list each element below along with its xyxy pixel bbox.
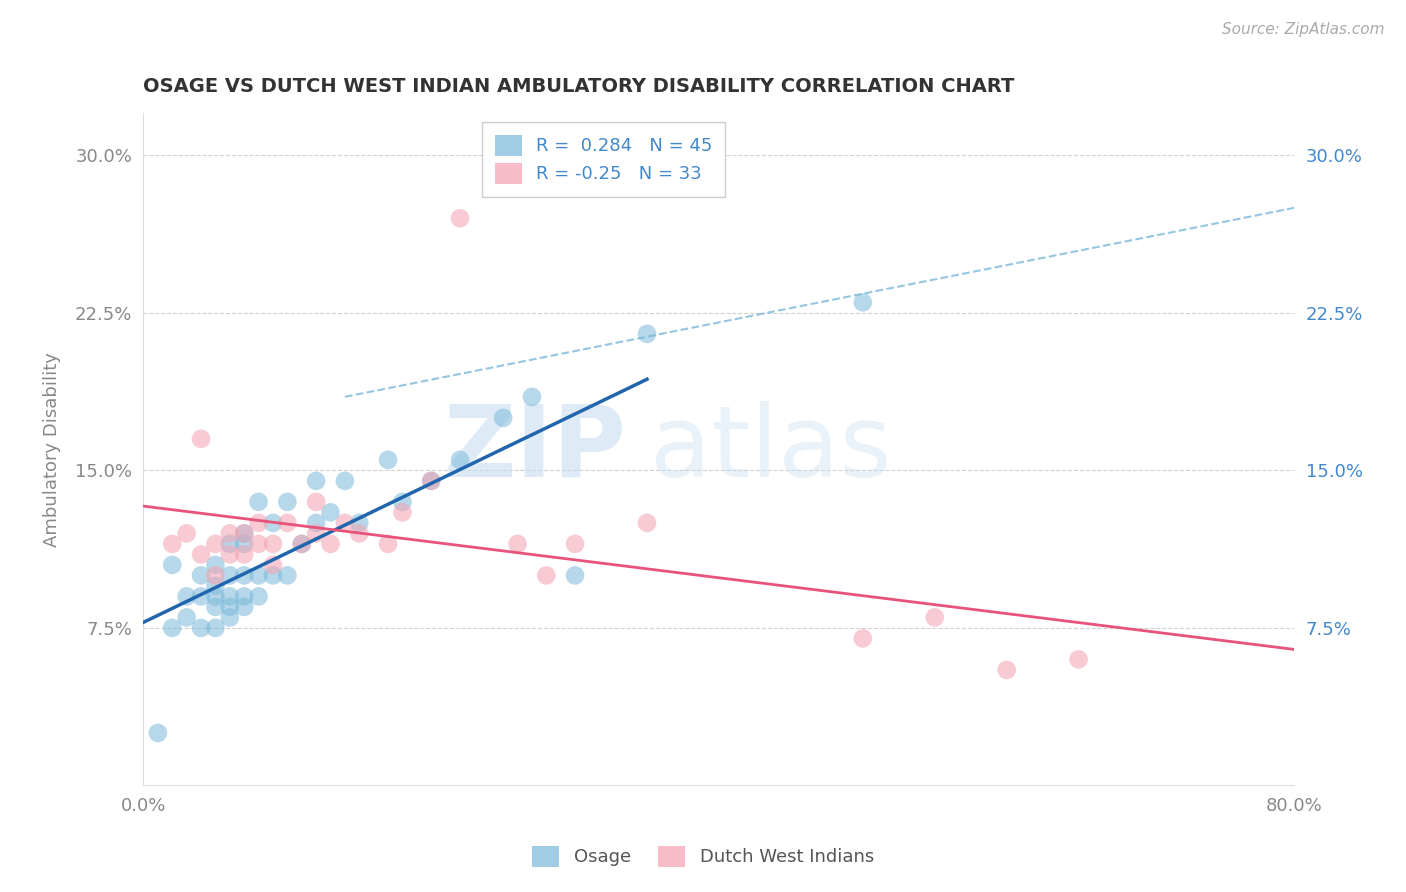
Point [247,568,270,582]
Point [291,537,314,551]
Point [233,537,256,551]
Point [349,516,371,530]
Point [349,526,371,541]
Point [162,558,184,572]
Point [377,537,399,551]
Y-axis label: Ambulatory Disability: Ambulatory Disability [44,352,60,547]
Point [233,568,256,582]
Point [204,537,226,551]
Point [262,568,284,582]
Text: Source: ZipAtlas.com: Source: ZipAtlas.com [1222,22,1385,37]
Point [377,453,399,467]
Point [564,568,586,582]
Point [333,474,356,488]
Point [162,537,184,551]
Point [262,516,284,530]
Point [204,590,226,604]
Point [276,568,298,582]
Point [636,326,658,341]
Point [247,590,270,604]
Point [319,505,342,519]
Point [391,505,413,519]
Point [218,610,240,624]
Point [262,537,284,551]
Point [146,726,169,740]
Point [218,548,240,562]
Point [262,558,284,572]
Point [247,516,270,530]
Legend: R =  0.284   N = 45, R = -0.25   N = 33: R = 0.284 N = 45, R = -0.25 N = 33 [482,122,725,196]
Point [305,495,328,509]
Point [233,526,256,541]
Point [333,516,356,530]
Point [247,537,270,551]
Point [305,516,328,530]
Point [204,558,226,572]
Legend: Osage, Dutch West Indians: Osage, Dutch West Indians [524,838,882,874]
Point [190,568,212,582]
Point [291,537,314,551]
Point [204,599,226,614]
Point [391,495,413,509]
Point [190,621,212,635]
Point [233,599,256,614]
Point [233,548,256,562]
Point [176,610,198,624]
Point [506,537,529,551]
Point [233,526,256,541]
Point [247,495,270,509]
Point [636,516,658,530]
Point [449,211,471,226]
Point [276,495,298,509]
Point [204,579,226,593]
Point [204,621,226,635]
Point [520,390,543,404]
Point [176,590,198,604]
Point [218,537,240,551]
Text: OSAGE VS DUTCH WEST INDIAN AMBULATORY DISABILITY CORRELATION CHART: OSAGE VS DUTCH WEST INDIAN AMBULATORY DI… [143,78,1015,96]
Text: atlas: atlas [650,401,891,498]
Point [218,526,240,541]
Point [218,590,240,604]
Point [204,568,226,582]
Point [233,590,256,604]
Point [190,590,212,604]
Point [852,295,875,310]
Point [924,610,946,624]
Point [449,453,471,467]
Point [420,474,443,488]
Point [190,432,212,446]
Text: ZIP: ZIP [444,401,627,498]
Point [319,537,342,551]
Point [1067,652,1090,666]
Point [305,526,328,541]
Point [492,410,515,425]
Point [218,568,240,582]
Point [564,537,586,551]
Point [536,568,558,582]
Point [190,548,212,562]
Point [420,474,443,488]
Point [162,621,184,635]
Point [276,516,298,530]
Point [852,632,875,646]
Point [995,663,1018,677]
Point [218,599,240,614]
Point [176,526,198,541]
Point [305,474,328,488]
